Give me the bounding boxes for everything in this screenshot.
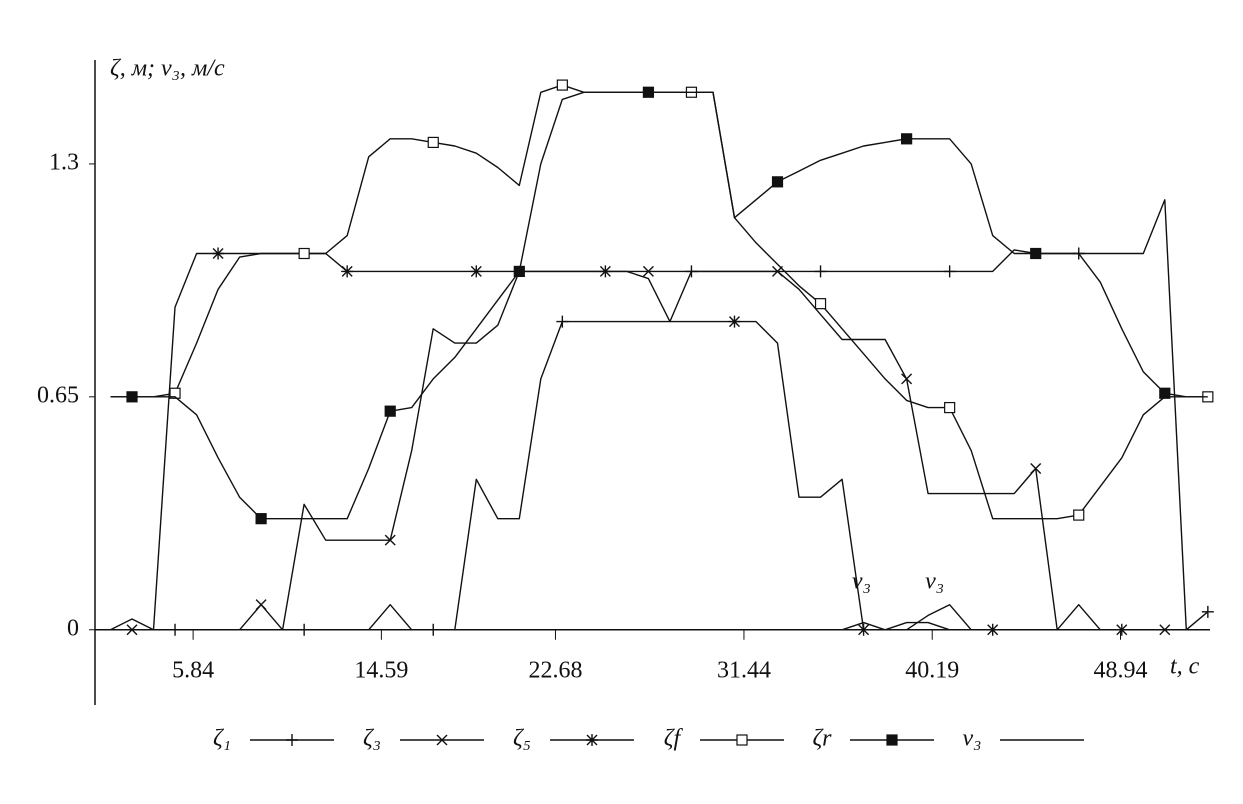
marker <box>1159 387 1171 399</box>
x-tick-label: 5.84 <box>172 658 214 684</box>
legend-label: ζf <box>664 726 684 752</box>
marker <box>556 79 568 91</box>
series-line <box>110 199 1209 631</box>
marker <box>126 391 138 403</box>
y-tick-label: 1.3 <box>49 149 79 175</box>
marker <box>728 315 741 328</box>
marker <box>901 133 913 145</box>
marker <box>944 401 956 414</box>
marker <box>857 623 870 636</box>
series-line <box>110 84 1208 520</box>
marker <box>286 734 298 746</box>
y-axis-label: ζ, м; v₃, м/с <box>110 56 225 82</box>
marker <box>255 513 267 525</box>
legend-label: ζ₅ <box>513 726 531 752</box>
y-tick-label: 0.65 <box>37 382 79 408</box>
marker <box>427 136 439 149</box>
marker <box>436 734 448 746</box>
marker <box>736 734 748 746</box>
y-tick-label: 0 <box>67 615 79 641</box>
legend-label: ζr <box>812 726 832 752</box>
marker <box>298 247 310 260</box>
marker <box>1030 247 1042 260</box>
marker <box>814 298 827 310</box>
marker <box>212 247 225 260</box>
marker <box>556 315 569 328</box>
annotation: v₃ <box>852 569 871 595</box>
marker <box>1030 463 1042 474</box>
x-tick-label: 31.44 <box>717 658 771 684</box>
marker <box>901 373 913 385</box>
x-tick-label: 22.68 <box>528 658 582 684</box>
marker <box>771 176 784 188</box>
marker <box>384 405 396 417</box>
marker <box>814 265 827 278</box>
marker <box>169 387 181 399</box>
series-line <box>110 91 1208 520</box>
legend-label: v₃ <box>963 726 982 752</box>
legend-label: ζ₁ <box>213 726 231 752</box>
marker <box>586 734 598 746</box>
x-axis-label: t, с <box>1170 654 1200 680</box>
marker <box>886 734 898 746</box>
marker <box>1073 509 1085 521</box>
series-line <box>110 252 1208 631</box>
series-line <box>110 621 1208 631</box>
legend-label: ζ₃ <box>363 726 381 752</box>
marker <box>470 265 483 278</box>
marker <box>513 265 525 278</box>
marker <box>642 265 654 277</box>
marker <box>341 265 354 278</box>
annotation: v₃ <box>925 569 944 595</box>
marker <box>384 534 396 546</box>
marker <box>255 599 267 611</box>
marker <box>1201 605 1214 618</box>
series-line <box>110 270 1208 631</box>
x-tick-label: 48.94 <box>1093 658 1147 684</box>
x-tick-label: 14.59 <box>354 658 408 684</box>
marker <box>642 86 655 98</box>
marker <box>943 265 956 278</box>
marker <box>599 265 612 278</box>
x-tick-label: 40.19 <box>905 658 959 684</box>
